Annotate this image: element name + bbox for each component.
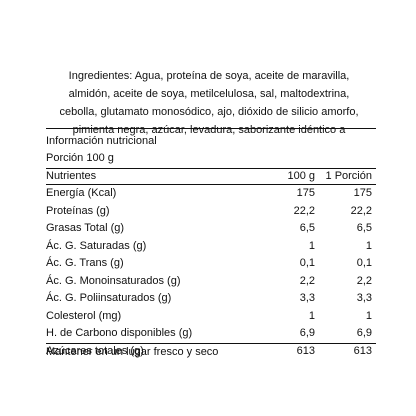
value-per-portion: 1 xyxy=(365,309,372,322)
value-per-portion: 0,1 xyxy=(356,257,372,269)
divider xyxy=(46,343,376,344)
table-row: Grasas Total (g) 6,5 6,5 xyxy=(46,220,376,238)
table-row: Energía (Kcal) 175 175 xyxy=(46,185,376,203)
value-per-100g: 175 xyxy=(296,187,315,199)
nutrition-table-header: Nutrientes 100 g 1 Porción xyxy=(46,168,376,185)
value-per-100g: 6,9 xyxy=(299,327,315,339)
nutrition-portion: Porción 100 g xyxy=(46,152,114,164)
value-per-portion: 6,5 xyxy=(356,222,372,234)
table-row: Proteínas (g) 22,2 22,2 xyxy=(46,203,376,221)
divider xyxy=(46,168,376,169)
value-per-100g: 2,2 xyxy=(299,274,315,287)
value-per-100g: 613 xyxy=(296,344,315,357)
divider xyxy=(46,128,376,129)
value-per-portion: 1 xyxy=(365,239,372,252)
table-row: Ác. G. Trans (g) 0,1 0,1 xyxy=(46,255,376,273)
nutrient-name: Energía (Kcal) xyxy=(46,187,117,199)
table-row: Ác. G. Monoinsaturados (g) 2,2 2,2 xyxy=(46,273,376,291)
value-per-portion: 3,3 xyxy=(356,292,372,304)
value-per-100g: 1 xyxy=(308,239,315,252)
nutrient-name: Ác. G. Monoinsaturados (g) xyxy=(46,274,181,287)
value-per-portion: 613 xyxy=(353,344,372,357)
value-per-100g: 6,5 xyxy=(299,222,315,234)
nutrition-info-header: Información nutricional Porción 100 g xyxy=(46,133,376,167)
header-per-100g: 100 g xyxy=(287,170,315,182)
table-row: Ác. G. Poliinsaturados (g) 3,3 3,3 xyxy=(46,290,376,308)
nutrient-name: Ác. G. Trans (g) xyxy=(46,257,124,269)
divider xyxy=(46,184,376,185)
nutrition-table-body: Energía (Kcal) 175 175 Proteínas (g) 22,2 22,… xyxy=(46,185,376,360)
header-per-portion: 1 Porción xyxy=(325,170,372,182)
ingredients-line: almidón, aceite de soya, metilcelulosa, … xyxy=(68,88,350,100)
nutrition-title: Información nutricional xyxy=(46,135,157,147)
header-nutrients: Nutrientes xyxy=(46,170,97,182)
nutrient-name: Grasas Total (g) xyxy=(46,222,125,234)
table-row: Azúcares totales (g) 613 613 xyxy=(46,343,376,361)
table-row: Colesterol (mg) 1 1 xyxy=(46,308,376,326)
value-per-portion: 2,2 xyxy=(356,274,372,287)
ingredients-line: Ingredientes: Agua, proteína de soya, ac… xyxy=(68,70,350,82)
storage-note: Mantener en un lugar fresco y seco xyxy=(46,346,219,358)
nutrient-name: Azúcares totales (g) xyxy=(46,344,144,357)
value-per-100g: 22,2 xyxy=(293,204,315,217)
nutrient-name: Proteínas (g) xyxy=(46,204,110,217)
table-row: Ác. G. Saturadas (g) 1 1 xyxy=(46,238,376,256)
ingredients-line: pimienta negra, azúcar, levadura, sabori… xyxy=(72,124,346,136)
value-per-portion: 6,9 xyxy=(356,327,372,339)
value-per-100g: 0,1 xyxy=(299,257,315,269)
value-per-100g: 3,3 xyxy=(299,292,315,304)
value-per-portion: 22,2 xyxy=(350,204,372,217)
ingredients-line: cebolla, glutamato monosódico, ajo, dióx… xyxy=(59,106,359,118)
ingredients-text: Ingredientes: Agua, proteína de soya, ac… xyxy=(42,67,376,139)
nutrient-name: Colesterol (mg) xyxy=(46,309,122,322)
value-per-portion: 175 xyxy=(353,187,372,199)
nutrient-name: Ác. G. Saturadas (g) xyxy=(46,239,147,252)
nutrient-name: H. de Carbono disponibles (g) xyxy=(46,327,193,339)
nutrient-name: Ác. G. Poliinsaturados (g) xyxy=(46,292,172,304)
table-row: H. de Carbono disponibles (g) 6,9 6,9 xyxy=(46,325,376,343)
value-per-100g: 1 xyxy=(308,309,315,322)
